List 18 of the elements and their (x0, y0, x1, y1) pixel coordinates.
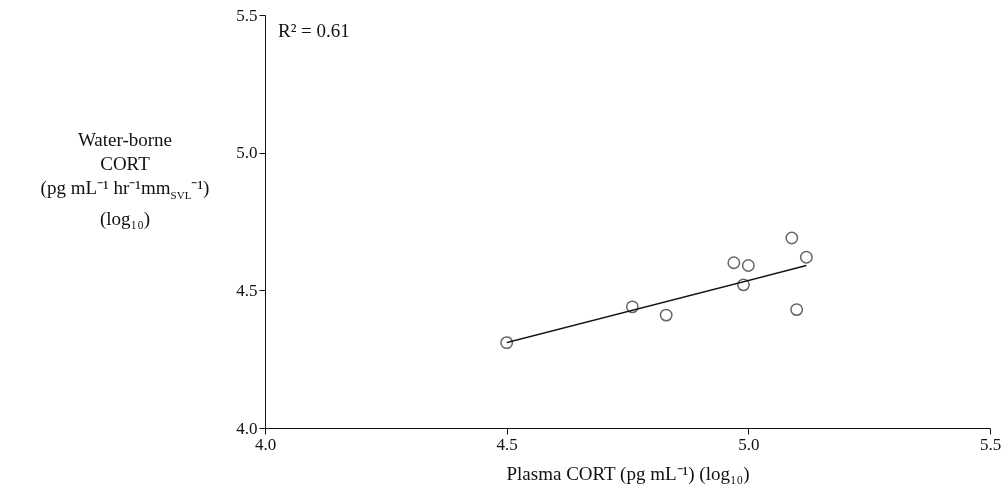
point (659, 308, 673, 322)
x-tick-label: 5.0 (738, 434, 760, 454)
text: Water-borne CORT (pg mL⁻¹ hr⁻¹mm$_{SVL}$⁻¹) (log₁₀) (40, 129, 210, 229)
point (737, 278, 750, 292)
point (785, 231, 799, 245)
point (727, 256, 741, 270)
point (799, 250, 813, 264)
y-tick-label: 4.5 (236, 280, 258, 300)
y-tick-label: 5.0 (236, 143, 258, 163)
annotation: R² = 0.61 (278, 20, 350, 42)
point (625, 300, 639, 314)
point (790, 303, 804, 317)
point (500, 336, 514, 350)
x-tick-label: 4.5 (496, 434, 518, 454)
x-axis-title: Plasma CORT (pg mL⁻¹) (log₁₀) (506, 462, 750, 485)
x-tick-label: 5.5 (979, 434, 1002, 454)
y-tick-label: 5.5 (236, 5, 258, 25)
point (741, 259, 755, 272)
